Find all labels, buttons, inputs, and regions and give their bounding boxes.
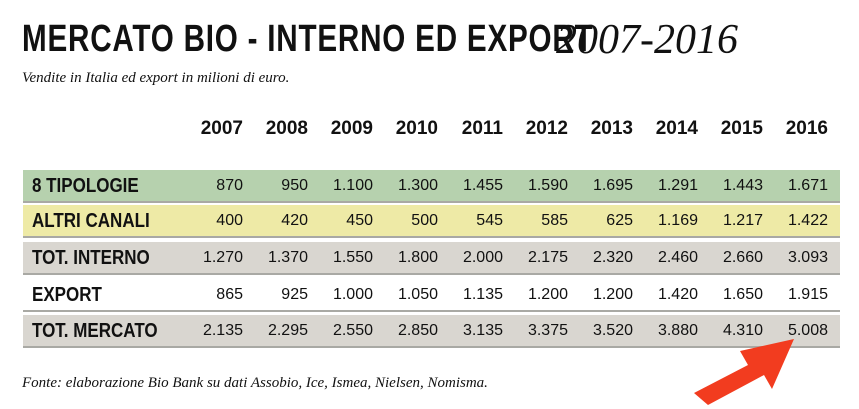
row-label: ALTRI CANALI bbox=[32, 210, 150, 232]
table-cell: 3.375 bbox=[527, 322, 568, 339]
table-cell: 4.310 bbox=[722, 322, 763, 339]
table-cell: 1.050 bbox=[397, 286, 438, 303]
table-cell: 1.135 bbox=[462, 286, 503, 303]
year-header: 2007 bbox=[200, 118, 243, 139]
table-row-altri-canali: ALTRI CANALI 400 420 450 500 545 585 625… bbox=[23, 205, 840, 238]
table-cell: 500 bbox=[411, 212, 438, 229]
table-cell: 1.695 bbox=[592, 177, 633, 194]
table-cell: 1.590 bbox=[527, 177, 568, 194]
table-cell: 2.175 bbox=[527, 249, 568, 266]
table-cell: 1.291 bbox=[657, 177, 698, 194]
table-row-tot-interno: TOT. INTERNO 1.270 1.370 1.550 1.800 2.0… bbox=[23, 242, 840, 275]
table-cell: 865 bbox=[216, 286, 243, 303]
year-header: 2012 bbox=[525, 118, 568, 139]
table-cell: 545 bbox=[476, 212, 503, 229]
table-cell: 3.135 bbox=[462, 322, 503, 339]
table-cell: 5.008 bbox=[787, 322, 828, 339]
row-label: TOT. MERCATO bbox=[32, 320, 158, 342]
table-cell: 1.217 bbox=[722, 212, 763, 229]
table-cell: 1.420 bbox=[657, 286, 698, 303]
table-cell: 1.270 bbox=[202, 249, 243, 266]
table-cell: 3.880 bbox=[657, 322, 698, 339]
table-cell: 2.850 bbox=[397, 322, 438, 339]
row-label: TOT. INTERNO bbox=[32, 247, 150, 269]
table-cell: 870 bbox=[216, 177, 243, 194]
table-cell: 2.295 bbox=[267, 322, 308, 339]
source-note: Fonte: elaborazione Bio Bank su dati Ass… bbox=[22, 375, 488, 391]
year-header: 2009 bbox=[330, 118, 373, 139]
year-header: 2013 bbox=[590, 118, 633, 139]
table-cell: 1.370 bbox=[267, 249, 308, 266]
table-cell: 2.660 bbox=[722, 249, 763, 266]
table-cell: 3.093 bbox=[787, 249, 828, 266]
table-cell: 1.422 bbox=[787, 212, 828, 229]
table-cell: 1.455 bbox=[462, 177, 503, 194]
table-cell: 1.169 bbox=[657, 212, 698, 229]
year-header: 2015 bbox=[720, 118, 763, 139]
table-cell: 1.200 bbox=[592, 286, 633, 303]
table-cell: 1.550 bbox=[332, 249, 373, 266]
table-cell: 2.550 bbox=[332, 322, 373, 339]
table-cell: 2.320 bbox=[592, 249, 633, 266]
table-cell: 2.460 bbox=[657, 249, 698, 266]
table-cell: 1.000 bbox=[332, 286, 373, 303]
year-header: 2008 bbox=[265, 118, 308, 139]
year-header-row: 2007 2008 2009 2010 2011 2012 2013 2014 … bbox=[0, 118, 859, 148]
table-row-tot-mercato: TOT. MERCATO 2.135 2.295 2.550 2.850 3.1… bbox=[23, 315, 840, 348]
table-cell: 950 bbox=[281, 177, 308, 194]
table-cell: 1.200 bbox=[527, 286, 568, 303]
row-label: 8 TIPOLOGIE bbox=[32, 175, 139, 197]
year-header: 2010 bbox=[395, 118, 438, 139]
year-header: 2014 bbox=[655, 118, 698, 139]
table-cell: 1.650 bbox=[722, 286, 763, 303]
row-label: EXPORT bbox=[32, 284, 102, 306]
table-cell: 400 bbox=[216, 212, 243, 229]
red-arrow-icon bbox=[694, 339, 794, 405]
table-cell: 2.000 bbox=[462, 249, 503, 266]
table-cell: 925 bbox=[281, 286, 308, 303]
year-header: 2016 bbox=[785, 118, 828, 139]
table-cell: 1.300 bbox=[397, 177, 438, 194]
chart-title: MERCATO BIO - INTERNO ED EXPORT bbox=[22, 18, 594, 60]
chart-subtitle: Vendite in Italia ed export in milioni d… bbox=[22, 70, 290, 86]
table-row-8-tipologie: 8 TIPOLOGIE 870 950 1.100 1.300 1.455 1.… bbox=[23, 170, 840, 203]
table-cell: 1.915 bbox=[787, 286, 828, 303]
table-cell: 1.800 bbox=[397, 249, 438, 266]
year-header: 2011 bbox=[461, 118, 503, 139]
table-cell: 1.100 bbox=[332, 177, 373, 194]
table-cell: 420 bbox=[281, 212, 308, 229]
table-cell: 3.520 bbox=[592, 322, 633, 339]
table-cell: 1.443 bbox=[722, 177, 763, 194]
table-row-export: EXPORT 865 925 1.000 1.050 1.135 1.200 1… bbox=[23, 279, 840, 312]
years-range: 2007-2016 bbox=[556, 17, 738, 63]
table-cell: 450 bbox=[346, 212, 373, 229]
table-cell: 2.135 bbox=[202, 322, 243, 339]
table-cell: 625 bbox=[606, 212, 633, 229]
table-cell: 585 bbox=[541, 212, 568, 229]
table-cell: 1.671 bbox=[787, 177, 828, 194]
